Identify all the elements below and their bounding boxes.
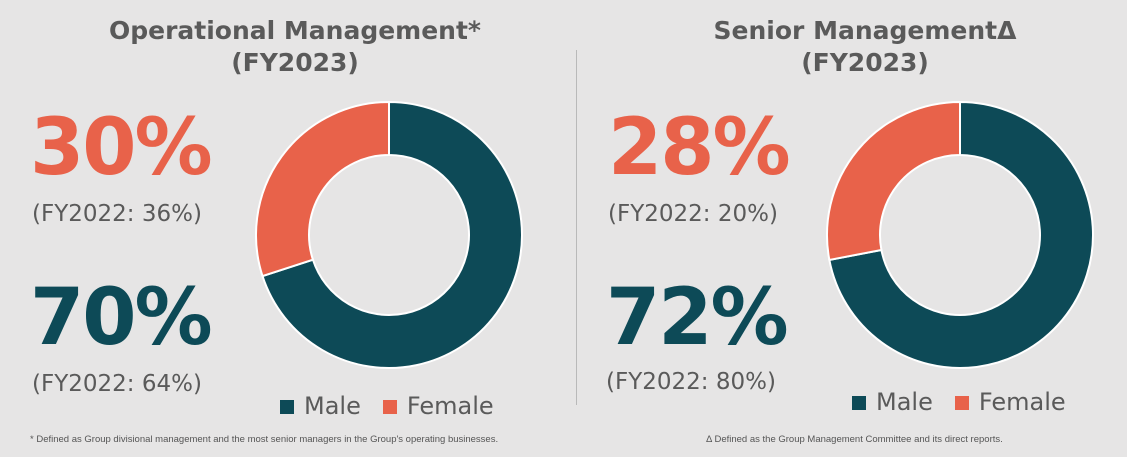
female-pct: 28% [608,103,791,193]
male-pct: 72% [606,273,789,363]
female-prior: (FY2022: 36%) [32,201,202,227]
footnote: Δ Defined as the Group Management Commit… [706,434,1003,445]
donut-slice-female [826,100,961,262]
legend-female: Female [382,392,494,420]
chart-title-senior: Senior ManagementΔ (FY2023) [630,15,1100,79]
legend-male: Male [280,392,361,420]
legend: Male Female [280,392,494,420]
chart-title-operational: Operational Management* (FY2023) [60,15,530,79]
subtitle-text: (FY2023) [801,48,929,77]
donut-slice-male [828,100,1094,369]
male-swatch-icon [852,396,866,410]
male-pct: 70% [30,273,213,363]
donut-slice-male [261,100,523,369]
footnote: * Defined as Group divisional management… [30,434,499,445]
male-prior: (FY2022: 80%) [606,369,776,395]
subtitle-text: (FY2023) [231,48,359,77]
female-prior: (FY2022: 20%) [608,201,778,227]
divider [576,50,577,405]
legend-female: Female [954,388,1066,416]
donut-chart-operational [255,100,523,369]
legend-label: Female [978,388,1066,416]
title-text: Senior ManagementΔ [713,16,1017,45]
female-pct: 30% [30,103,213,193]
legend-label: Female [406,392,494,420]
female-swatch-icon [954,396,969,410]
donut-chart-senior [826,100,1094,369]
legend-label: Male [876,388,933,416]
donut-slice-female [255,100,390,278]
legend: Male Female [852,388,1066,416]
male-prior: (FY2022: 64%) [32,371,202,397]
legend-label: Male [304,392,361,420]
male-swatch-icon [280,400,294,414]
legend-male: Male [852,388,933,416]
female-swatch-icon [382,400,397,414]
title-text: Operational Management* [108,16,482,45]
